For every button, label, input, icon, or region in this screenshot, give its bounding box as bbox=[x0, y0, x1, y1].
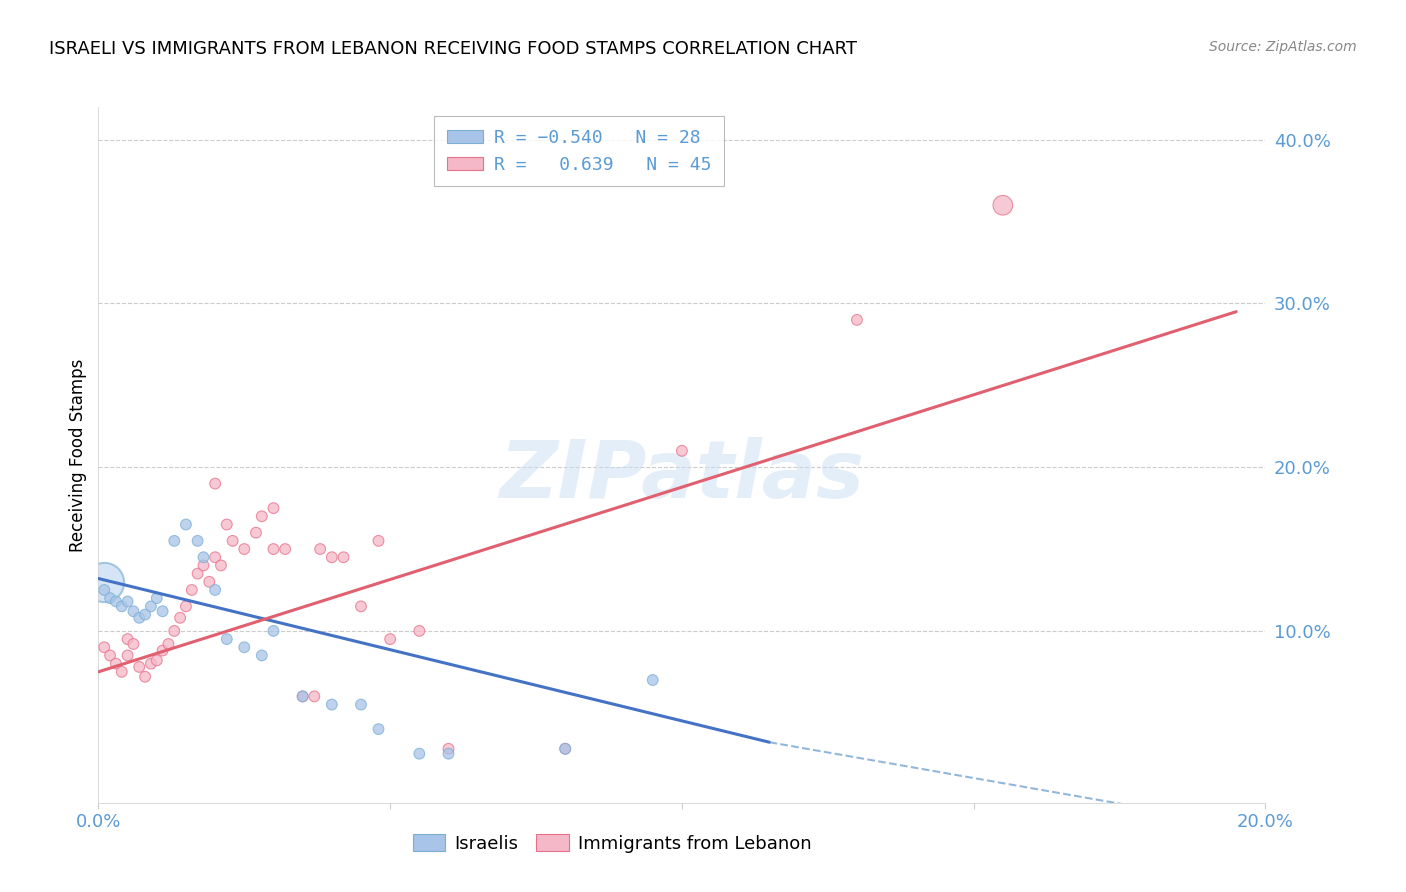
Point bbox=[122, 637, 145, 651]
Point bbox=[262, 624, 284, 638]
Point bbox=[111, 599, 134, 614]
Point bbox=[122, 604, 145, 618]
Point bbox=[304, 690, 326, 704]
Point bbox=[221, 533, 243, 548]
Point bbox=[187, 566, 209, 581]
Point bbox=[139, 657, 162, 671]
Point bbox=[554, 741, 576, 756]
Point bbox=[117, 648, 139, 663]
Point bbox=[152, 604, 174, 618]
Point bbox=[128, 660, 150, 674]
Point bbox=[991, 198, 1014, 212]
Point bbox=[332, 550, 354, 565]
Point bbox=[104, 594, 127, 608]
Point bbox=[93, 574, 115, 589]
Point bbox=[163, 533, 186, 548]
Point bbox=[291, 690, 314, 704]
Point bbox=[262, 501, 284, 516]
Point bbox=[671, 443, 693, 458]
Point bbox=[641, 673, 664, 687]
Point bbox=[134, 670, 156, 684]
Point bbox=[233, 542, 256, 557]
Point bbox=[204, 476, 226, 491]
Point bbox=[367, 722, 389, 736]
Point bbox=[98, 591, 121, 606]
Point bbox=[321, 550, 343, 565]
Point bbox=[350, 698, 373, 712]
Point bbox=[437, 747, 460, 761]
Y-axis label: Receiving Food Stamps: Receiving Food Stamps bbox=[69, 359, 87, 551]
Point bbox=[134, 607, 156, 622]
Point bbox=[309, 542, 332, 557]
Point bbox=[198, 574, 221, 589]
Point bbox=[437, 741, 460, 756]
Point bbox=[193, 558, 215, 573]
Point bbox=[408, 747, 430, 761]
Point bbox=[215, 517, 238, 532]
Point bbox=[193, 550, 215, 565]
Point bbox=[180, 582, 202, 597]
Point bbox=[262, 542, 284, 557]
Point bbox=[291, 690, 314, 704]
Point bbox=[250, 648, 273, 663]
Text: Source: ZipAtlas.com: Source: ZipAtlas.com bbox=[1209, 40, 1357, 54]
Point bbox=[146, 653, 169, 667]
Point bbox=[111, 665, 134, 679]
Point bbox=[204, 582, 226, 597]
Legend: Israelis, Immigrants from Lebanon: Israelis, Immigrants from Lebanon bbox=[405, 827, 818, 860]
Point bbox=[321, 698, 343, 712]
Point bbox=[98, 648, 121, 663]
Point bbox=[380, 632, 402, 646]
Point bbox=[204, 550, 226, 565]
Text: ZIPatlas: ZIPatlas bbox=[499, 437, 865, 515]
Point bbox=[152, 643, 174, 657]
Point bbox=[139, 599, 162, 614]
Point bbox=[367, 533, 389, 548]
Point bbox=[128, 611, 150, 625]
Point bbox=[163, 624, 186, 638]
Point bbox=[554, 741, 576, 756]
Point bbox=[209, 558, 232, 573]
Point bbox=[157, 637, 180, 651]
Point bbox=[233, 640, 256, 655]
Point bbox=[408, 624, 430, 638]
Point bbox=[146, 591, 169, 606]
Point bbox=[117, 632, 139, 646]
Point bbox=[174, 517, 197, 532]
Point bbox=[350, 599, 373, 614]
Point bbox=[104, 657, 127, 671]
Point bbox=[245, 525, 267, 540]
Point bbox=[274, 542, 297, 557]
Point bbox=[93, 640, 115, 655]
Point bbox=[117, 594, 139, 608]
Point bbox=[169, 611, 191, 625]
Text: ISRAELI VS IMMIGRANTS FROM LEBANON RECEIVING FOOD STAMPS CORRELATION CHART: ISRAELI VS IMMIGRANTS FROM LEBANON RECEI… bbox=[49, 40, 858, 58]
Point bbox=[215, 632, 238, 646]
Point bbox=[250, 509, 273, 524]
Point bbox=[174, 599, 197, 614]
Point bbox=[93, 582, 115, 597]
Point bbox=[846, 313, 869, 327]
Point bbox=[187, 533, 209, 548]
